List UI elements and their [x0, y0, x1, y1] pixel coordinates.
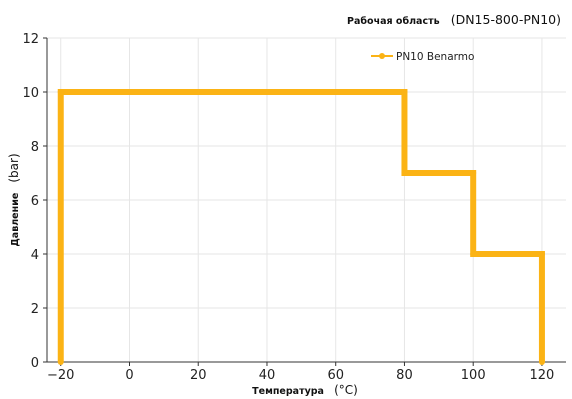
tick-labels: −20 0 20 40 60 80 100 120 0 2 4 6 8 10 12 [22, 32, 554, 383]
series-point [538, 359, 545, 365]
legend-marker-dot [379, 53, 385, 59]
y-tick-label: 4 [31, 248, 39, 263]
legend-series-label: PN10 Benarmo [396, 51, 474, 63]
y-axis-title: Давление (bar) [3, 153, 22, 246]
x-tick-label: −20 [47, 368, 74, 383]
x-tick-label: 40 [259, 368, 276, 383]
series-point [401, 170, 408, 176]
y-tick-label: 0 [31, 356, 39, 371]
x-tick-label: 120 [530, 368, 555, 383]
x-tick-label: 80 [396, 368, 413, 383]
y-axis-title-unit: (bar) [7, 153, 21, 182]
x-tick-label: 100 [461, 368, 486, 383]
axes [43, 37, 566, 366]
chart-title-main: Рабочая область [347, 16, 440, 27]
series-point [470, 251, 477, 257]
y-tick-label: 12 [22, 32, 39, 47]
series-point [538, 251, 545, 257]
chart-title-suffix: (DN15-800-PN10) [451, 12, 561, 27]
series-point [401, 89, 408, 95]
chart-title: Рабочая область (DN15-800-PN10) [347, 9, 561, 28]
x-tick-label: 0 [125, 368, 133, 383]
series-layer [57, 89, 545, 365]
series-line-pn10-benarmo [57, 89, 545, 362]
y-tick-label: 8 [31, 140, 39, 155]
series-point [470, 170, 477, 176]
x-axis-title-unit: (°C) [334, 383, 358, 397]
legend: PN10 Benarmo [371, 51, 474, 63]
y-tick-label: 2 [31, 302, 39, 317]
series-point [57, 89, 64, 95]
x-tick-label: 20 [190, 368, 207, 383]
series-point [57, 359, 64, 365]
x-axis-title: Температура (°C) [252, 379, 358, 398]
x-axis-title-main: Температура [252, 386, 324, 397]
y-axis-title-main: Давление [10, 193, 21, 247]
x-tick-label: 60 [327, 368, 344, 383]
y-tick-label: 10 [22, 86, 39, 101]
y-tick-label: 6 [31, 194, 39, 209]
